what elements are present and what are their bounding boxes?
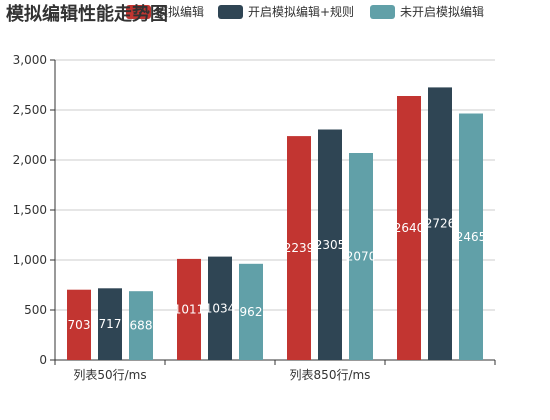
bar-value-label: 717 — [99, 317, 122, 331]
bar-value-label: 962 — [240, 305, 263, 319]
bar[interactable] — [318, 129, 342, 361]
bar[interactable] — [177, 258, 201, 360]
bar-value-label: 1011 — [174, 302, 205, 316]
x-tick-label: 列表50行/ms — [73, 368, 146, 382]
y-tick-label: 2,500 — [13, 103, 47, 117]
chart-title: 模拟编辑性能走势图 — [6, 3, 168, 25]
legend[interactable]: 模拟编辑 开启模拟编辑+规则 未开启模拟编辑 — [126, 4, 484, 19]
bar[interactable] — [349, 153, 373, 360]
bar-value-label: 1034 — [205, 301, 236, 315]
bar[interactable] — [208, 256, 232, 360]
bar[interactable] — [98, 288, 122, 360]
grid-lines — [55, 59, 495, 311]
bar-value-label: 703 — [68, 318, 91, 332]
bar-value-label: 2305 — [315, 238, 346, 252]
y-tick-label: 2,000 — [13, 153, 47, 167]
y-tick-label: 3,000 — [13, 53, 47, 67]
bar[interactable] — [129, 291, 153, 360]
bar-value-label: 2239 — [284, 241, 315, 255]
y-tick-label: 500 — [24, 303, 47, 317]
legend-label[interactable]: 未开启模拟编辑 — [400, 4, 484, 19]
y-tick-label: 0 — [39, 353, 47, 367]
bar[interactable] — [428, 87, 452, 361]
bar-value-label: 688 — [130, 319, 153, 333]
bar-value-label: 2640 — [394, 221, 425, 235]
bars — [67, 87, 483, 361]
legend-swatch[interactable] — [370, 5, 395, 19]
legend-label[interactable]: 开启模拟编辑+规则 — [248, 4, 354, 19]
x-tick-label: 列表850行/ms — [290, 368, 371, 382]
legend-swatch[interactable] — [218, 5, 243, 19]
bar[interactable] — [459, 113, 483, 361]
bar[interactable] — [397, 96, 421, 360]
axes: 0 500 1,000 1,500 2,000 2,500 3,000 列表50行/ms 列表8… — [13, 53, 496, 382]
bar[interactable] — [239, 263, 263, 360]
y-tick-label: 1,500 — [13, 203, 47, 217]
legend-label[interactable]: 模拟编辑 — [156, 4, 204, 19]
legend-swatch[interactable] — [126, 5, 151, 19]
y-tick-label: 1,000 — [13, 253, 47, 267]
bar[interactable] — [67, 289, 91, 360]
bar-value-label: 2465 — [456, 230, 487, 244]
bar-value-label: 2070 — [346, 250, 377, 264]
bar[interactable] — [287, 136, 311, 360]
bar-value-label: 2726 — [425, 217, 456, 231]
